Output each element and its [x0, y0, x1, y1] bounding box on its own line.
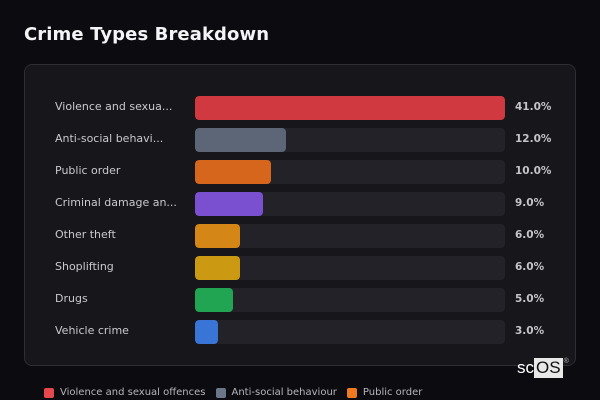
bar-fill [195, 256, 241, 280]
legend-item[interactable]: Anti-social behaviour [215, 387, 337, 398]
bar-row: Other theft 6.0% [25, 224, 575, 248]
bar-track [195, 128, 505, 152]
bar-label: Anti-social behavi... [55, 132, 164, 145]
bar-row: Public order 10.0% [25, 160, 575, 184]
bar-percent: 41.0% [515, 101, 552, 113]
chart-card: Violence and sexua... 41.0% Anti-social … [24, 64, 576, 366]
legend-item[interactable]: Violence and sexual offences [44, 387, 206, 398]
legend-item[interactable]: Public order [346, 387, 423, 398]
bar-row: Drugs 5.0% [25, 288, 575, 312]
bar-fill [195, 224, 241, 248]
bar-track [195, 192, 505, 216]
bar-label: Vehicle crime [55, 324, 129, 337]
bar-row: Shoplifting 6.0% [25, 256, 575, 280]
bar-percent: 6.0% [515, 261, 545, 273]
watermark-logo: sc OS ® [517, 358, 569, 378]
registered-icon: ® [563, 358, 569, 365]
bar-label: Violence and sexua... [55, 100, 173, 113]
bar-track [195, 224, 505, 248]
bar-percent: 9.0% [515, 197, 545, 209]
bar-track [195, 320, 505, 344]
bar-fill [195, 288, 233, 312]
bar-row: Anti-social behavi... 12.0% [25, 128, 575, 152]
bar-percent: 5.0% [515, 293, 545, 305]
page-title: Crime Types Breakdown [24, 24, 270, 45]
bar-track [195, 256, 505, 280]
bar-fill [195, 160, 271, 184]
bar-label: Shoplifting [55, 260, 114, 273]
bar-row: Violence and sexua... 41.0% [25, 96, 575, 120]
chart-legend: Violence and sexual offences Anti-social… [44, 387, 422, 398]
legend-label: Public order [362, 387, 423, 398]
bar-track [195, 160, 505, 184]
bar-label: Public order [55, 164, 121, 177]
bar-percent: 10.0% [515, 165, 552, 177]
bar-label: Drugs [55, 292, 88, 305]
bar-percent: 3.0% [515, 325, 545, 337]
legend-swatch-icon [346, 387, 357, 398]
legend-label: Anti-social behaviour [231, 387, 337, 398]
watermark-boxed: OS [534, 358, 563, 378]
watermark-prefix: sc [517, 358, 534, 377]
bar-track [195, 288, 505, 312]
bar-percent: 6.0% [515, 229, 545, 241]
bar-fill [195, 96, 505, 120]
legend-label: Violence and sexual offences [60, 387, 206, 398]
bar-row: Criminal damage an... 9.0% [25, 192, 575, 216]
bar-percent: 12.0% [515, 133, 552, 145]
bar-label: Other theft [55, 228, 116, 241]
legend-swatch-icon [215, 387, 226, 398]
bar-track [195, 96, 505, 120]
legend-swatch-icon [44, 387, 54, 398]
bar-fill [195, 128, 286, 152]
bar-label: Criminal damage an... [55, 196, 177, 209]
bar-row: Vehicle crime 3.0% [25, 320, 575, 344]
bar-fill [195, 192, 264, 216]
bar-fill [195, 320, 218, 344]
